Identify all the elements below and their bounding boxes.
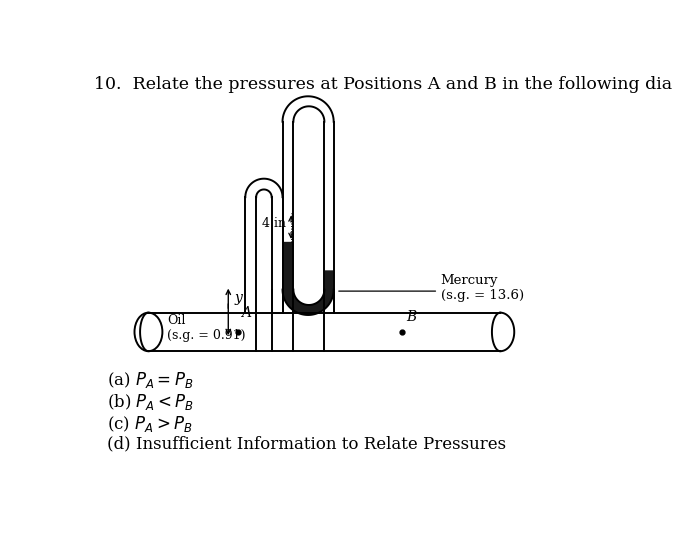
Text: (b) $P_A < P_B$: (b) $P_A < P_B$ — [108, 392, 194, 412]
Text: B: B — [406, 310, 417, 324]
Text: y: y — [234, 292, 242, 305]
Polygon shape — [283, 242, 334, 315]
Text: Mercury
(s.g. = 13.6): Mercury (s.g. = 13.6) — [441, 274, 524, 302]
Text: Oil
(s.g. = 0.91): Oil (s.g. = 0.91) — [167, 314, 246, 342]
Text: (d) Insufficient Information to Relate Pressures: (d) Insufficient Information to Relate P… — [108, 435, 507, 452]
Text: (a) $P_A = P_B$: (a) $P_A = P_B$ — [108, 370, 194, 390]
Text: A: A — [241, 305, 250, 320]
Text: 10.  Relate the pressures at Positions A and B in the following diagram.: 10. Relate the pressures at Positions A … — [94, 76, 673, 93]
Text: (c) $P_A > P_B$: (c) $P_A > P_B$ — [108, 414, 193, 433]
Text: 4 in: 4 in — [262, 217, 287, 230]
